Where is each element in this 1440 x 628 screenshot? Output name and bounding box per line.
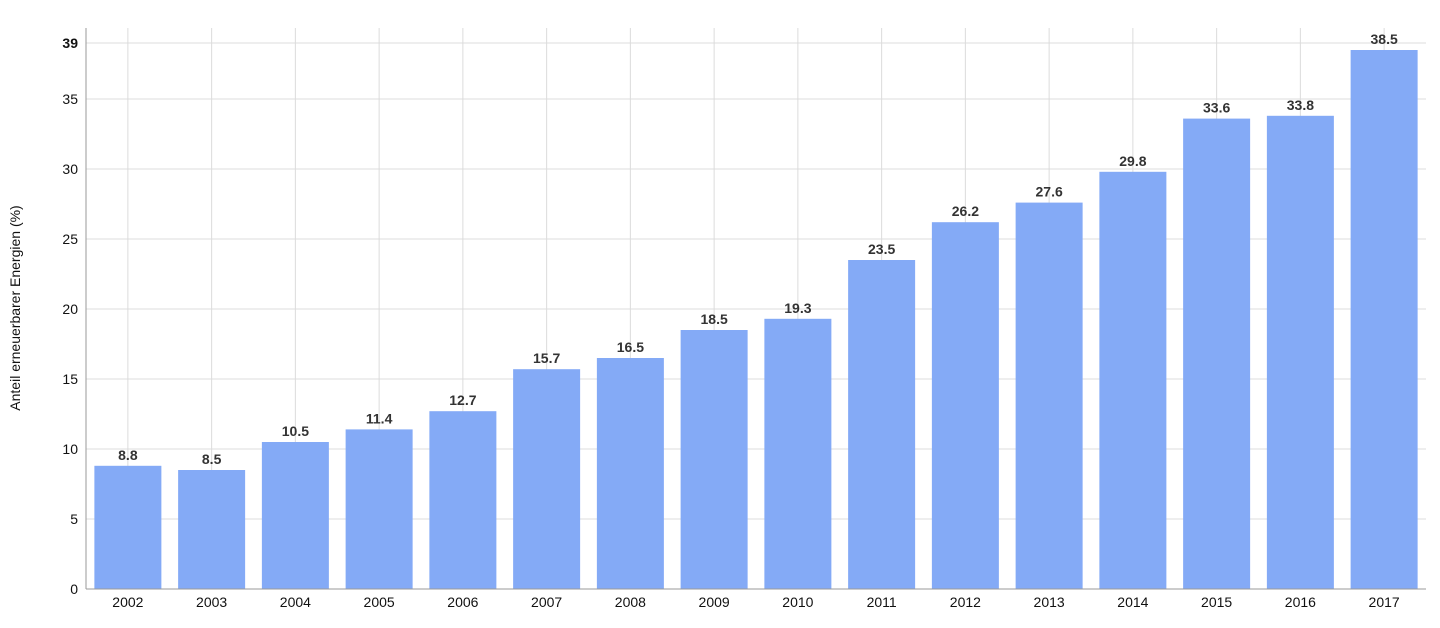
bar [1350,50,1418,589]
data-label: 29.8 [1119,153,1146,169]
x-tick-label: 2002 [112,594,143,610]
y-tick-label: 5 [70,511,78,527]
x-tick-label: 2004 [280,594,311,610]
bar [94,465,162,589]
data-label: 15.7 [533,350,560,366]
bar [1183,118,1251,589]
data-label: 8.5 [202,451,222,467]
x-tick-label: 2006 [447,594,478,610]
x-tick-label: 2015 [1201,594,1232,610]
data-label: 11.4 [366,410,393,426]
data-label: 33.6 [1203,100,1230,116]
y-axis-title: Anteil erneuerbarer Energien (%) [7,205,23,410]
bar [345,429,413,589]
bar [1099,171,1167,590]
bar [1266,115,1334,590]
y-tick-label: 0 [70,581,78,597]
bar [1015,202,1083,589]
data-label: 12.7 [449,392,476,408]
y-tick-label: 25 [62,231,78,247]
bar [178,470,246,589]
bar [261,442,329,589]
axes: 0 5 10 15 20 25 30 35 39 2002 2003 2004 2005 2006 2007… [62,28,1426,610]
x-tick-label: 2017 [1369,594,1400,610]
data-label: 18.5 [701,311,728,327]
bar [513,369,581,589]
x-tick-label: 2008 [615,594,646,610]
x-tick-label: 2003 [196,594,227,610]
x-tick-label: 2010 [782,594,813,610]
bar [680,330,748,589]
bar [429,411,497,589]
data-label: 19.3 [784,300,811,316]
bar [596,358,664,589]
y-tick-label: 30 [62,161,78,177]
data-label: 38.5 [1371,31,1398,47]
x-tick-label: 2007 [531,594,562,610]
data-label: 33.8 [1287,97,1314,113]
data-label: 8.8 [118,447,138,463]
data-label: 10.5 [282,423,309,439]
x-tick-label: 2014 [1117,594,1148,610]
bar [931,222,999,589]
x-tick-label: 2013 [1034,594,1065,610]
data-label: 23.5 [868,241,895,257]
bar [764,318,832,589]
x-tick-label: 2009 [699,594,730,610]
y-tick-label: 10 [62,441,78,457]
data-label: 16.5 [617,339,644,355]
x-tick-label: 2011 [867,594,897,610]
bars [94,50,1418,590]
bar [848,260,916,589]
data-label: 26.2 [952,203,979,219]
y-tick-label: 39 [62,35,78,51]
x-tick-label: 2005 [364,594,395,610]
y-tick-label: 35 [62,91,78,107]
y-tick-label: 15 [62,371,78,387]
x-tick-label: 2016 [1285,594,1316,610]
y-tick-label: 20 [62,301,78,317]
x-tick-label: 2012 [950,594,981,610]
data-label: 27.6 [1036,184,1063,200]
data-labels: 8.8 8.5 10.5 11.4 12.7 15.7 16.5 18.5 19.3 23.5 26… [118,31,1398,467]
